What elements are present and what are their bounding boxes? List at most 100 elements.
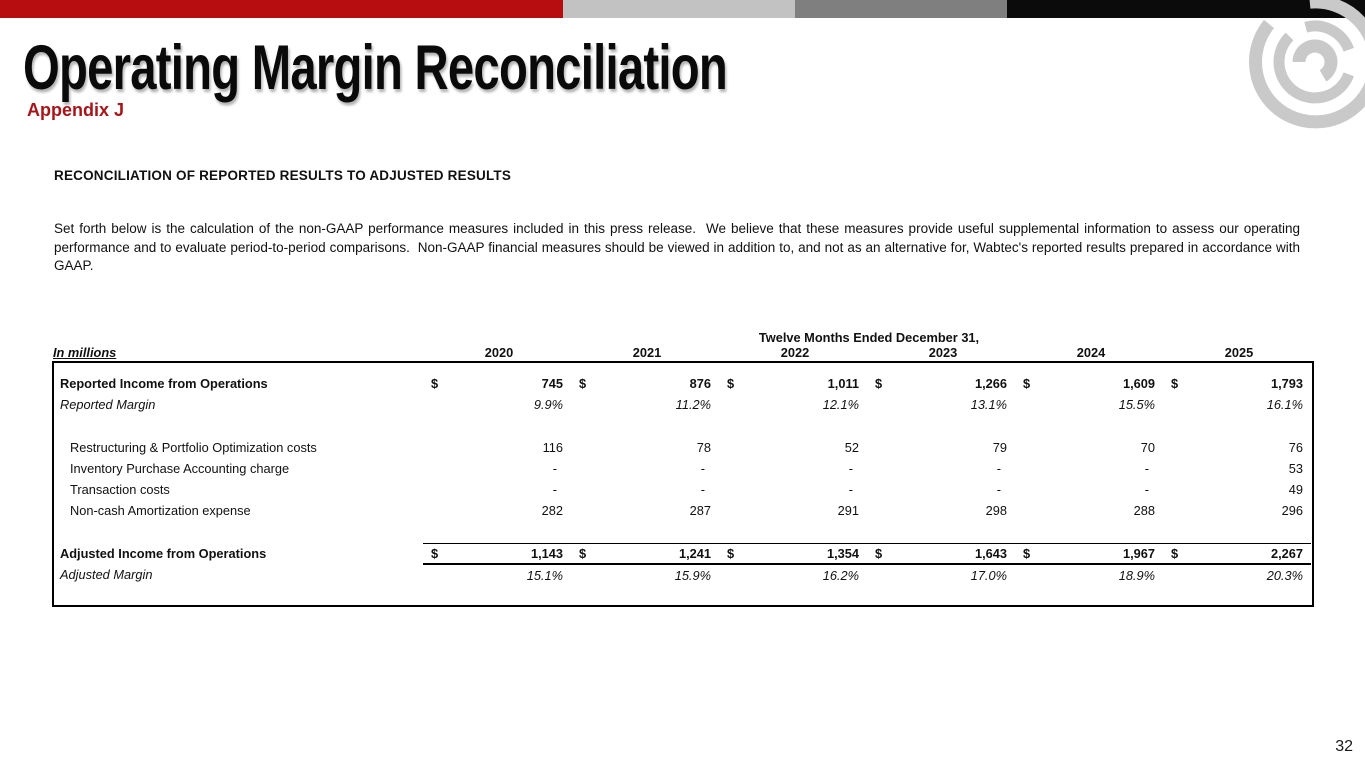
dollar-sign <box>719 500 743 521</box>
cell-value: 282 <box>541 503 563 518</box>
table-body-box: Reported Income from Operations $745 $876 $… <box>52 361 1314 607</box>
cell-value: 1,011 <box>827 376 859 391</box>
cell-value: 52 <box>844 440 859 455</box>
dollar-sign <box>423 394 447 415</box>
cell-value: 1,967 <box>1039 542 1163 565</box>
bar-segment-medium-gray <box>795 0 1007 18</box>
cell-value: 2,267 <box>1187 542 1311 565</box>
bar-segment-black <box>1007 0 1365 18</box>
spacer-row <box>55 415 1311 437</box>
dollar-sign <box>423 437 447 458</box>
dollar-sign <box>719 437 743 458</box>
cell-value: 18.9% <box>1118 567 1155 583</box>
cell-value: 116 <box>542 440 563 455</box>
table-body: Reported Income from Operations $745 $876 $… <box>55 373 1311 585</box>
row-label: Restructuring & Portfolio Optimization c… <box>70 440 317 455</box>
dollar-sign <box>423 500 447 521</box>
dollar-sign <box>571 458 595 479</box>
dollar-sign <box>1015 564 1039 585</box>
dollar-sign: $ <box>719 542 743 565</box>
cell-value: 298 <box>985 503 1007 518</box>
dollar-sign <box>867 437 891 458</box>
cell-value: 17.0% <box>970 567 1007 583</box>
cell-value: 15.9% <box>674 567 711 583</box>
row-label: Reported Income from Operations <box>60 376 268 391</box>
row-label: Adjusted Margin <box>60 567 153 582</box>
cell-value: 9.9% <box>533 397 563 412</box>
cell-value: 1,793 <box>1270 376 1303 391</box>
cell-value: 876 <box>689 376 711 391</box>
cell-value: - <box>552 461 557 476</box>
table-row: Non-cash Amortization expense 282 287 291 29… <box>55 500 1311 521</box>
dollar-sign <box>867 500 891 521</box>
cell-value: - <box>996 482 1001 497</box>
spacer-row <box>55 521 1311 543</box>
dollar-sign <box>571 500 595 521</box>
cell-value: 16.1% <box>1266 397 1303 412</box>
table-row: Reported Margin 9.9% 11.2% 12.1% 13.1% 15.5% 1… <box>55 394 1311 415</box>
cell-value: 12.1% <box>822 397 859 412</box>
row-label: Adjusted Income from Operations <box>60 546 267 561</box>
cell-value: 16.2% <box>822 567 859 583</box>
dollar-sign: $ <box>1171 376 1179 391</box>
year-header-2020: 2020 <box>484 345 514 360</box>
year-header-2022: 2022 <box>780 345 810 360</box>
year-header-2024: 2024 <box>1076 345 1106 360</box>
dollar-sign <box>423 564 447 585</box>
cell-value: - <box>1144 461 1149 476</box>
cell-value: 20.3% <box>1266 567 1303 583</box>
table-row: Restructuring & Portfolio Optimization c… <box>55 437 1311 458</box>
cell-value: 76 <box>1288 440 1303 455</box>
dollar-sign <box>1163 564 1187 585</box>
appendix-label: Appendix J <box>27 100 125 120</box>
cell-value: 1,241 <box>595 542 719 565</box>
section-heading: RECONCILIATION OF REPORTED RESULTS TO AD… <box>54 168 512 183</box>
dollar-sign <box>571 394 595 415</box>
cell-value: - <box>996 461 1001 476</box>
table-row: Reported Income from Operations $745 $876 $… <box>55 373 1311 394</box>
row-label: Inventory Purchase Accounting charge <box>70 461 290 476</box>
dollar-sign <box>423 458 447 479</box>
cell-value: - <box>700 461 705 476</box>
cell-value: - <box>700 482 705 497</box>
cell-value: 291 <box>837 503 859 518</box>
dollar-sign <box>1015 437 1039 458</box>
year-header-2023: 2023 <box>928 345 958 360</box>
dollar-sign <box>1163 479 1187 500</box>
cell-value: 79 <box>992 440 1007 455</box>
page-number: 32 <box>1335 738 1353 755</box>
dollar-sign: $ <box>867 542 891 565</box>
table-row: Adjusted Margin 15.1% 15.9% 16.2% 17.0% 18.9%… <box>55 564 1311 585</box>
table-header: Twelve Months Ended December 31, In mill… <box>53 330 1313 360</box>
period-header: Twelve Months Ended December 31, <box>758 330 980 345</box>
dollar-sign: $ <box>431 376 439 391</box>
row-label: Non-cash Amortization expense <box>70 503 251 518</box>
row-label: Transaction costs <box>70 482 170 497</box>
dollar-sign <box>719 564 743 585</box>
wabtec-swirl-logo-icon <box>1249 0 1365 129</box>
cell-value: 70 <box>1140 440 1155 455</box>
dollar-sign <box>1015 500 1039 521</box>
dollar-sign <box>571 564 595 585</box>
bar-segment-light-gray <box>563 0 795 18</box>
cell-value: 78 <box>696 440 711 455</box>
cell-value: - <box>848 482 853 497</box>
dollar-sign <box>867 479 891 500</box>
dollar-sign: $ <box>423 542 447 565</box>
table-row: Transaction costs - - - - - 49 <box>55 479 1311 500</box>
cell-value: - <box>552 482 557 497</box>
cell-value: 15.1% <box>526 567 563 583</box>
dollar-sign <box>1015 458 1039 479</box>
row-label: Reported Margin <box>60 397 156 412</box>
dollar-sign <box>423 479 447 500</box>
table-row: Adjusted Income from Operations $1,143 $1,… <box>55 542 1311 565</box>
units-label: In millions <box>53 345 117 360</box>
page-title: Operating Margin Reconciliation <box>23 33 728 103</box>
bar-segment-red <box>0 0 563 18</box>
cell-value: - <box>848 461 853 476</box>
dollar-sign: $ <box>727 376 735 391</box>
cell-value: 288 <box>1133 503 1155 518</box>
dollar-sign <box>1163 500 1187 521</box>
cell-value: 1,143 <box>447 542 571 565</box>
